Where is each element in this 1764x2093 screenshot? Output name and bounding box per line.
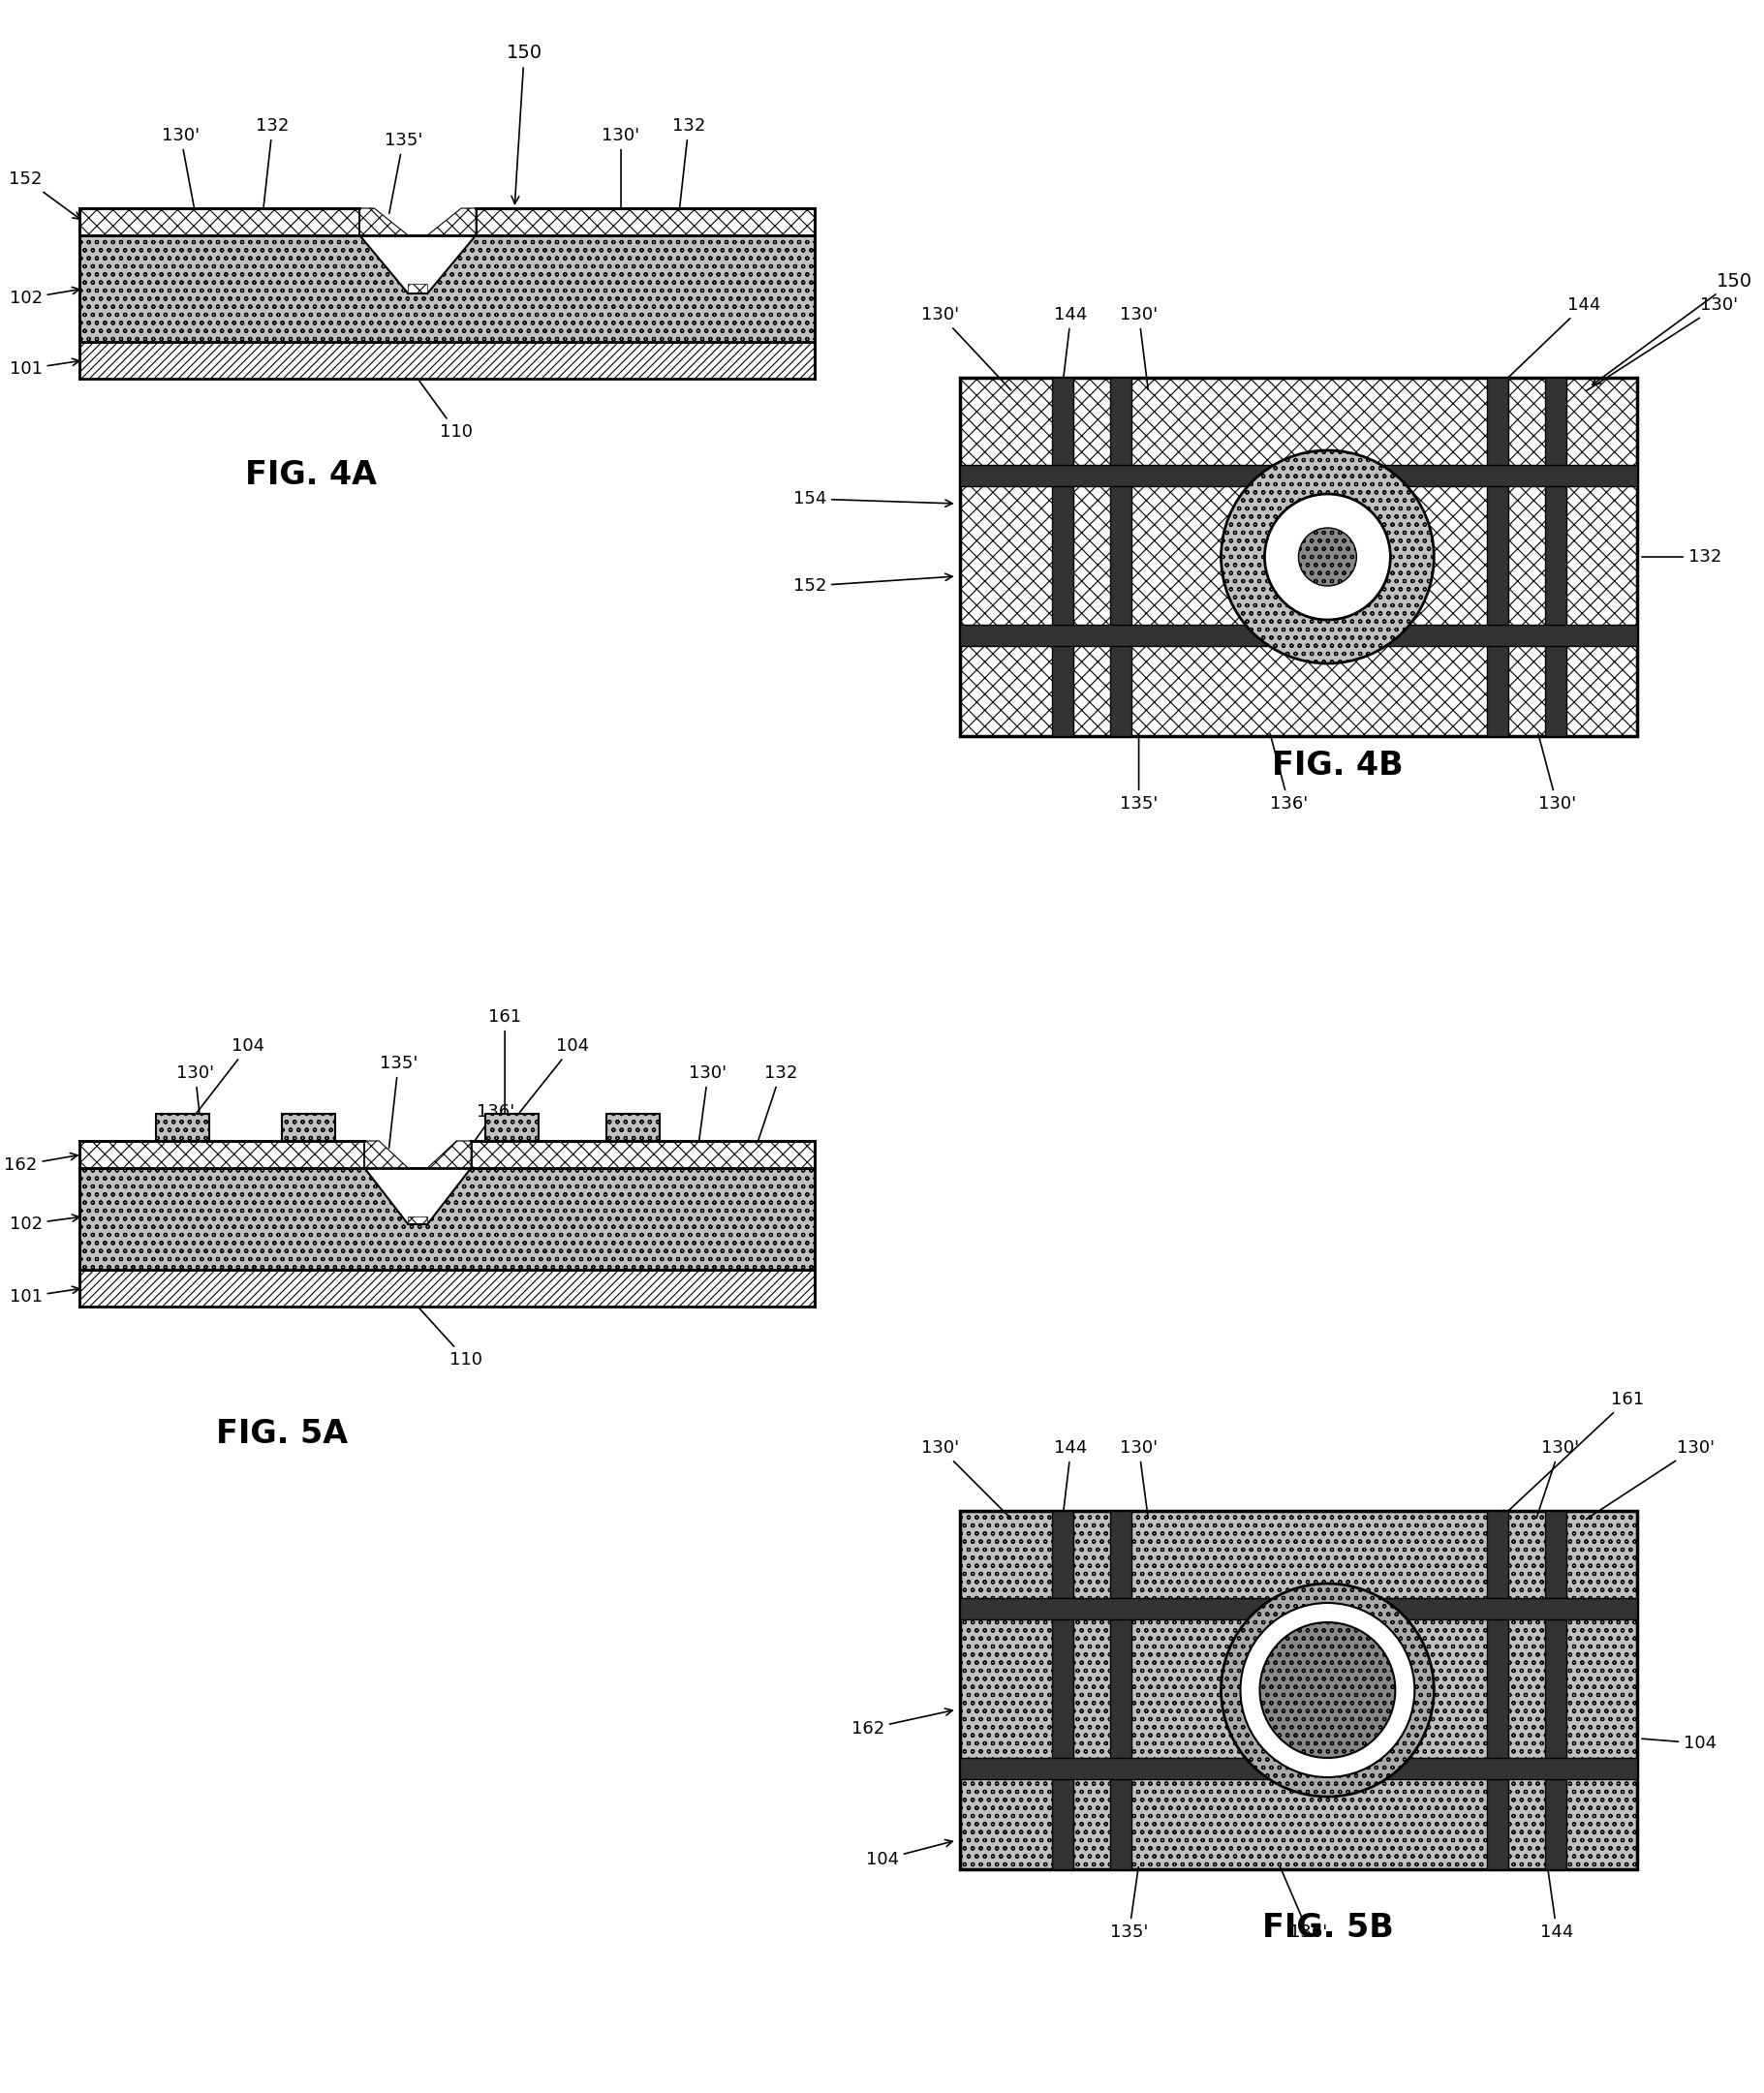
Text: 104: 104 xyxy=(187,1038,265,1126)
Bar xyxy=(960,1511,1637,1869)
Text: 132: 132 xyxy=(256,117,289,211)
Text: 130': 130' xyxy=(1120,306,1157,389)
Circle shape xyxy=(1221,1584,1434,1796)
Bar xyxy=(1110,377,1131,737)
Text: 130': 130' xyxy=(162,128,199,211)
Circle shape xyxy=(1259,1622,1395,1758)
Bar xyxy=(1487,377,1508,737)
Text: 132: 132 xyxy=(757,1065,797,1143)
Text: 130': 130' xyxy=(921,306,1011,389)
Bar xyxy=(1051,377,1073,737)
Text: FIG. 5B: FIG. 5B xyxy=(1261,1911,1394,1944)
Text: 104: 104 xyxy=(510,1038,589,1126)
Text: 102: 102 xyxy=(9,287,79,308)
Bar xyxy=(79,1168,815,1270)
Bar xyxy=(960,465,1637,486)
Text: 162: 162 xyxy=(4,1153,78,1174)
Text: 130': 130' xyxy=(921,1440,1011,1520)
Bar xyxy=(960,1758,1637,1779)
Text: 110: 110 xyxy=(420,381,473,442)
Text: 104: 104 xyxy=(1642,1735,1716,1752)
Text: 152: 152 xyxy=(9,170,79,220)
Text: 130': 130' xyxy=(1536,1440,1579,1517)
Text: 130': 130' xyxy=(1538,735,1575,812)
Text: FIG. 4A: FIG. 4A xyxy=(245,458,377,490)
Circle shape xyxy=(1221,450,1434,663)
Bar xyxy=(1487,1511,1508,1869)
Text: 135': 135' xyxy=(379,1055,418,1147)
Bar xyxy=(79,207,360,234)
Text: 136': 136' xyxy=(423,1103,513,1212)
Circle shape xyxy=(1298,527,1357,586)
Text: 130': 130' xyxy=(602,128,640,211)
Circle shape xyxy=(1265,494,1390,620)
Text: 132: 132 xyxy=(672,117,706,211)
Text: 132: 132 xyxy=(1642,548,1722,565)
Polygon shape xyxy=(427,207,476,234)
Text: 130': 130' xyxy=(690,1065,727,1143)
Text: 130': 130' xyxy=(176,1065,213,1160)
Polygon shape xyxy=(365,1141,407,1168)
Text: 101: 101 xyxy=(9,358,79,377)
Text: 144: 144 xyxy=(1540,1867,1573,1940)
Polygon shape xyxy=(427,1141,471,1168)
Text: 135': 135' xyxy=(1110,1867,1148,1940)
Text: 104: 104 xyxy=(866,1840,953,1869)
Bar xyxy=(1545,377,1566,737)
Text: 130': 130' xyxy=(1120,1440,1157,1517)
Text: 110: 110 xyxy=(420,1308,483,1369)
Text: 161: 161 xyxy=(489,1009,522,1122)
Text: 150: 150 xyxy=(506,44,542,203)
Text: FIG. 5A: FIG. 5A xyxy=(217,1417,348,1450)
Bar xyxy=(282,1113,335,1141)
Text: 136': 136' xyxy=(1281,1867,1327,1940)
Text: 130': 130' xyxy=(1586,297,1739,391)
Polygon shape xyxy=(360,234,476,293)
Text: FIG. 4B: FIG. 4B xyxy=(1272,749,1402,781)
Polygon shape xyxy=(360,207,407,234)
Text: 130': 130' xyxy=(1586,1440,1715,1520)
Bar xyxy=(79,341,815,379)
Bar xyxy=(607,1113,660,1141)
Text: 135': 135' xyxy=(1120,735,1157,812)
Text: 150: 150 xyxy=(1593,272,1752,385)
Bar xyxy=(1110,1511,1131,1869)
Text: 161: 161 xyxy=(1501,1392,1644,1517)
Bar xyxy=(1051,1511,1073,1869)
Bar xyxy=(79,234,815,341)
Bar xyxy=(471,1141,815,1168)
Bar xyxy=(407,285,427,293)
Bar xyxy=(960,1599,1637,1620)
Text: 162: 162 xyxy=(852,1708,953,1737)
Bar xyxy=(157,1113,210,1141)
Text: 102: 102 xyxy=(9,1214,79,1233)
Text: 154: 154 xyxy=(794,490,953,507)
Text: 101: 101 xyxy=(9,1287,79,1306)
Text: 152: 152 xyxy=(794,573,953,594)
Text: 135': 135' xyxy=(385,132,422,213)
Bar xyxy=(960,624,1637,647)
Bar xyxy=(1545,1511,1566,1869)
Bar xyxy=(79,1141,365,1168)
Text: 144: 144 xyxy=(1055,306,1088,385)
Bar xyxy=(960,377,1637,737)
Text: 136': 136' xyxy=(425,213,505,287)
Text: 144: 144 xyxy=(1055,1440,1088,1517)
Bar xyxy=(407,1216,427,1224)
Bar xyxy=(485,1113,538,1141)
Bar xyxy=(79,1270,815,1306)
Bar xyxy=(476,207,815,234)
Polygon shape xyxy=(365,1168,471,1224)
Text: 136': 136' xyxy=(1270,735,1307,812)
Text: 144: 144 xyxy=(1499,297,1600,385)
Circle shape xyxy=(1240,1603,1415,1777)
